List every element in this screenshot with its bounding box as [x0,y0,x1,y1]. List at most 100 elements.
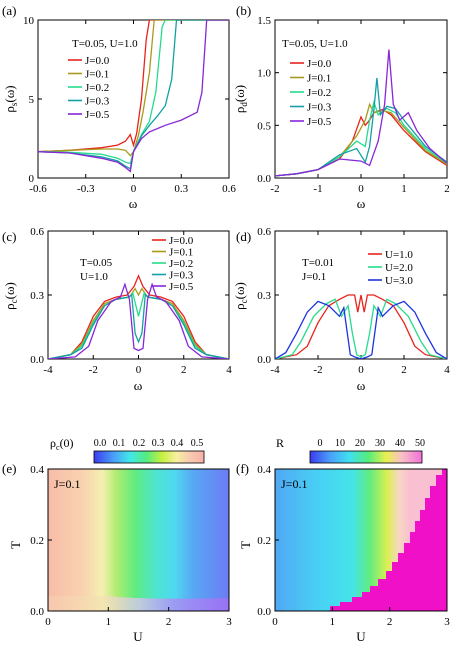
panel-e-colorbar-tick-3: 0.3 [152,438,165,449]
legend-label: U=3.0 [385,275,413,287]
legend-label: J=0.2 [169,258,193,270]
legend-label: U=2.0 [385,262,413,274]
panel-e-heatmap-low-T-band [48,596,229,611]
panel-a-label: (a) [2,3,16,18]
legend-label: J=0.5 [85,109,110,121]
series-line-J=0.1 [48,287,229,359]
panel-f-colorbar-tick-1: 10 [335,438,345,449]
panel-e-xlabel: U [133,629,143,644]
panel-d-annotation-line2: J=0.1 [302,271,326,283]
panel-e-label: (e) [2,461,16,476]
panel-e-colorbar-tick-1: 0.1 [113,438,126,449]
panel-f-colorbar-tick-4: 40 [395,438,405,449]
panel-e-colorbar-label: ρc(0) [50,436,74,452]
panel-e: (e) ρc(0) 0.0 0.1 0.2 0.3 0.4 0.5 0 1 2 3 0.… [2,436,232,644]
y-tick-label: 0 [29,173,35,185]
panel-f-high-resistance-region [330,469,447,611]
y-tick-label: 0.2 [257,535,271,547]
y-tick-label: 5 [29,94,35,106]
y-tick-label: 0.0 [257,606,271,618]
series-line-J=0.3 [38,20,229,170]
panel-f-colorbar-tick-5: 50 [415,438,425,449]
panel-e-heatmap-top [48,469,229,611]
panel-e-colorbar-tick-0: 0.0 [94,438,107,449]
panel-e-annotation: J=0.1 [54,477,80,491]
legend-label: J=0.0 [169,235,194,247]
series-line-U=1.0 [275,294,447,359]
panel-c-annotation-line2: U=1.0 [80,271,108,283]
panel-f-label: (f) [236,461,249,476]
panel-d-label: (d) [236,229,251,244]
x-tick-label: 0.3 [174,183,188,195]
legend-label: J=0.0 [307,58,332,70]
y-tick-label: 0.0 [257,354,271,366]
series-line-J=0.0 [275,108,447,177]
series-line-J=0.1 [275,102,447,177]
legend-label: J=0.5 [307,116,332,128]
panel-b-ylabel: ρd(ω) [232,85,249,113]
x-tick-label: 2 [166,616,172,628]
x-tick-label: 4 [226,364,232,376]
x-tick-label: 0 [131,183,137,195]
panel-f: (f) R 0 10 20 30 40 50 0 1 2 3 0.0 0.2 0.4 J=0… [236,436,450,644]
y-tick-label: 0.6 [257,226,271,238]
panel-e-colorbar-tick-2: 0.2 [133,438,146,449]
panel-f-xlabel: U [356,629,366,644]
legend-label: U=1.0 [385,249,413,261]
panel-c-xlabel: ω [134,378,143,393]
legend-label: J=0.3 [169,270,194,282]
x-tick-label: 2 [401,364,407,376]
panel-d-xlabel: ω [357,378,366,393]
y-tick-label: 0.0 [30,354,44,366]
x-tick-label: 1 [401,183,407,195]
x-tick-label: 4 [444,364,450,376]
panel-a-ylabel: ρs(ω) [2,85,19,112]
legend-label: J=0.1 [169,247,193,259]
panel-b-annotation: T=0.05, U=1.0 [282,38,348,50]
panel-b-label: (b) [236,3,251,18]
legend-label: J=0.2 [307,87,331,99]
panel-c-ylabel: ρc(ω) [2,282,19,310]
legend-label: J=0.3 [85,96,110,108]
series-line-J=0.2 [275,99,447,177]
x-tick-label: -4 [43,364,53,376]
y-tick-label: 0.0 [257,173,271,185]
x-tick-label: 2 [181,364,187,376]
series-line-U=3.0 [275,300,447,359]
series-line-J=0.5 [38,20,229,173]
panel-c-label: (c) [2,229,16,244]
series-line-J=0.5 [275,49,447,177]
panel-e-colorbar-tick-4: 0.4 [171,438,184,449]
x-tick-label: -2 [89,364,98,376]
x-tick-label: 3 [226,616,232,628]
series-line-J=0.0 [48,274,229,359]
x-tick-label: -0.3 [77,183,95,195]
series-line-J=0.0 [38,20,229,153]
panel-f-colorbar-tick-2: 20 [355,438,365,449]
panel-c: (c) -4 -2 0 2 4 0.0 0.3 0.6 J=0.0J=0.1J=0.2J=0.3… [2,226,232,393]
panel-d-ylabel: ρc(ω) [232,282,249,310]
x-tick-label: 2 [387,616,393,628]
panel-e-ylabel: T [8,541,23,549]
x-tick-label: 0.6 [222,183,236,195]
x-tick-label: 0 [358,364,364,376]
x-tick-label: -1 [313,183,322,195]
x-tick-label: 2 [444,183,450,195]
series-line-J=0.1 [38,20,229,157]
x-tick-label: 0 [272,616,278,628]
y-tick-label: 0.3 [257,290,271,302]
panel-d-annotation-line1: T=0.01 [302,257,334,269]
series-line-J=0.3 [275,77,447,177]
series-line-J=0.3 [48,293,229,359]
x-tick-label: -4 [270,364,280,376]
x-tick-label: 3 [444,616,450,628]
panel-a-xlabel: ω [129,196,138,211]
y-tick-label: 0.6 [30,226,44,238]
panel-a-annotation: T=0.05, U=1.0 [72,38,138,50]
x-tick-label: 0 [136,364,142,376]
y-tick-label: 0.4 [30,464,44,476]
y-tick-label: 1.5 [257,15,271,27]
y-tick-label: 0.3 [30,290,44,302]
x-tick-label: 0 [358,183,364,195]
legend-label: J=0.5 [169,281,194,293]
